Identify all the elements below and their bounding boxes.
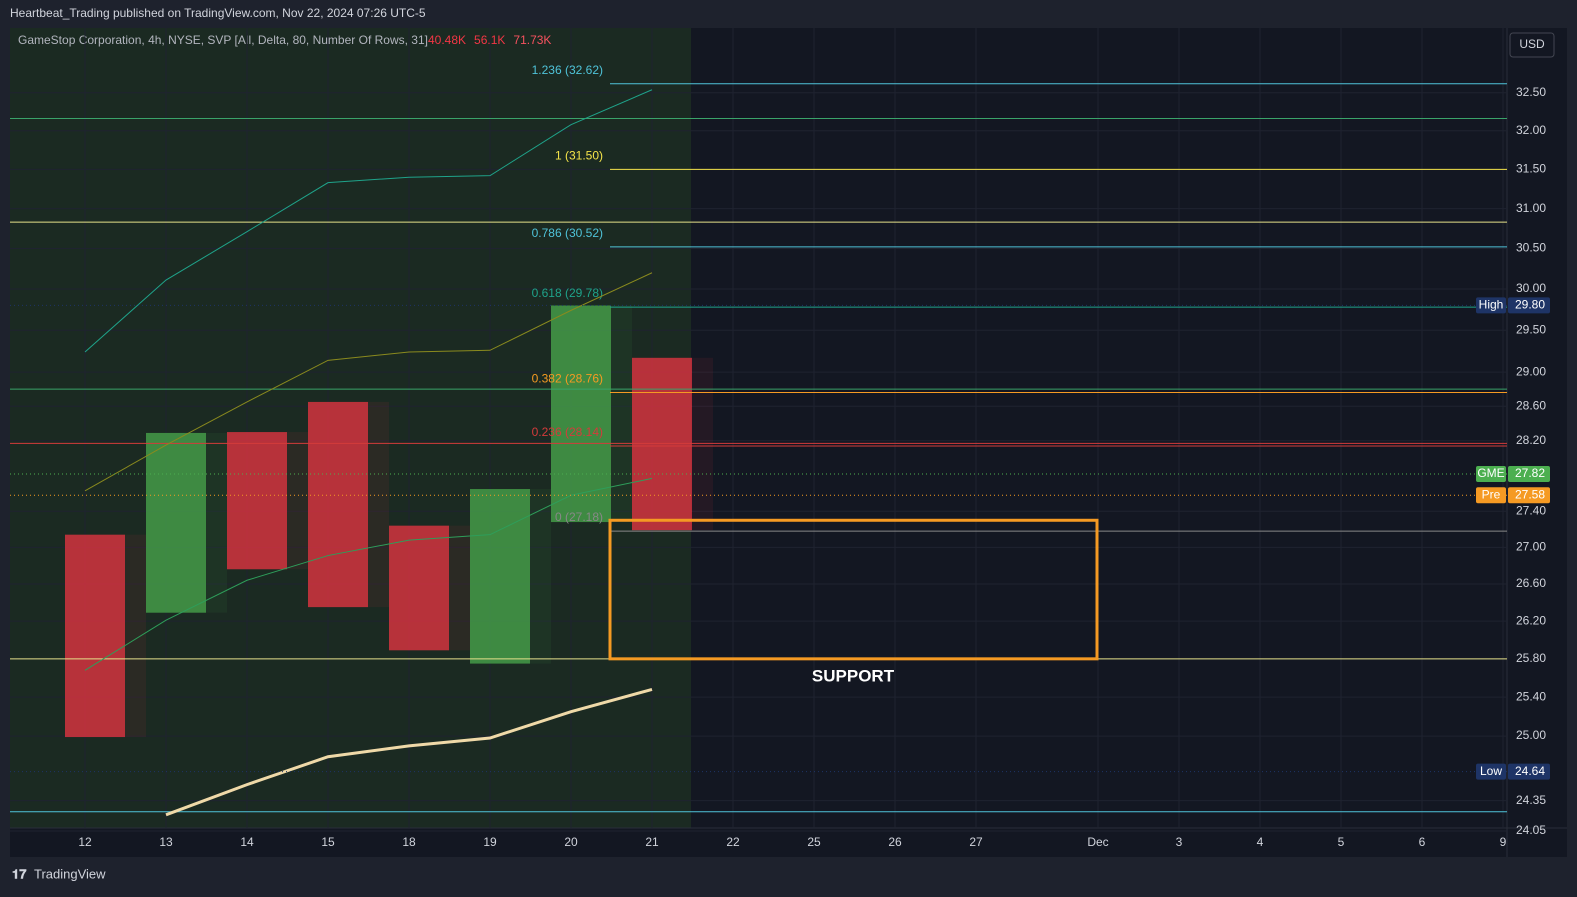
volume-profile (227, 432, 287, 570)
profile-range (227, 432, 308, 570)
y-tick-label: 29.00 (1516, 364, 1546, 378)
profile-range (470, 489, 551, 664)
x-tick-label: 19 (483, 835, 497, 849)
brand-logo: 𝟏𝟕 (12, 866, 27, 881)
profile-range (389, 525, 470, 651)
fib-label: 1.236 (32.62) (532, 63, 603, 77)
x-tick-label: 27 (969, 835, 983, 849)
price-value: 24.64 (1515, 764, 1545, 778)
fib-label: 0.382 (28.76) (532, 372, 603, 386)
y-tick-label: 26.60 (1516, 576, 1546, 590)
x-tick-label: 20 (564, 835, 578, 849)
series-line (84, 272, 653, 492)
x-tick-label: 13 (159, 835, 173, 849)
fib-label: 0 (27.18) (555, 510, 603, 524)
y-tick-label: 30.00 (1516, 281, 1546, 295)
y-tick-label: 30.50 (1516, 241, 1546, 255)
fib-label: 0.618 (29.78) (532, 286, 603, 300)
price-name: Pre (1482, 487, 1501, 501)
x-tick-label: 12 (78, 835, 92, 849)
profile-range (65, 534, 146, 738)
price-value-box (1508, 763, 1550, 780)
x-tick-label: 6 (1419, 835, 1426, 849)
volume-profile (551, 305, 611, 523)
price-name-box (1476, 487, 1506, 504)
x-tick-label: 14 (240, 835, 254, 849)
fib-label: 1 (31.50) (555, 149, 603, 163)
x-tick-label: 22 (726, 835, 740, 849)
price-name: Low (1480, 764, 1502, 778)
price-name-box (1476, 297, 1506, 314)
y-tick-label: 25.80 (1516, 651, 1546, 665)
price-name: High (1479, 298, 1504, 312)
header-value: 71.73K (513, 33, 551, 47)
price-value-box (1508, 487, 1550, 504)
price-name-box (1476, 466, 1506, 483)
y-tick-label: 29.50 (1516, 322, 1546, 336)
y-tick-label: 24.05 (1516, 823, 1546, 837)
profile-range (146, 432, 227, 613)
series-line (84, 89, 653, 353)
y-tick-label: 27.00 (1516, 540, 1546, 554)
y-tick-label: 25.40 (1516, 689, 1546, 703)
support-box (608, 518, 1099, 661)
profile-range (551, 305, 632, 523)
x-tick-label: 9 (1500, 835, 1507, 849)
series-line (84, 477, 653, 671)
price-value: 29.80 (1515, 298, 1545, 312)
price-value-box (1508, 466, 1550, 483)
chart-title: GameStop Corporation, 4h, NYSE, SVP [All… (18, 33, 428, 47)
y-tick-label: 26.20 (1516, 613, 1546, 627)
profile-range (632, 357, 713, 531)
volume-profile (389, 525, 449, 651)
x-tick-label: 5 (1338, 835, 1345, 849)
x-tick-label: 21 (645, 835, 659, 849)
y-tick-label: 28.60 (1516, 398, 1546, 412)
support-label: SUPPORT (812, 666, 895, 685)
volume-profile (146, 432, 206, 613)
currency[interactable]: USD (1519, 37, 1545, 51)
series-line (165, 687, 653, 817)
y-tick-label: 32.50 (1516, 85, 1546, 99)
y-tick-label: 24.35 (1516, 793, 1546, 807)
x-tick-label: 18 (402, 835, 416, 849)
brand: TradingView (34, 866, 106, 881)
y-tick-label: 27.40 (1516, 503, 1546, 517)
y-tick-label: 28.20 (1516, 433, 1546, 447)
currency-box[interactable] (1509, 32, 1555, 58)
price-name-box (1476, 763, 1506, 780)
y-tick-label: 25.00 (1516, 728, 1546, 742)
x-tick-label: 15 (321, 835, 335, 849)
price-name: GME (1477, 466, 1504, 480)
fib-label: 0.236 (28.14) (532, 425, 603, 439)
y-tick-label: 31.00 (1516, 201, 1546, 215)
price-value-box (1508, 297, 1550, 314)
volume-profile (308, 401, 368, 608)
volume-profile (632, 357, 692, 531)
x-tick-label: Dec (1087, 835, 1108, 849)
publisher: Heartbeat_Trading published on TradingVi… (10, 6, 426, 20)
price-value: 27.82 (1515, 466, 1545, 480)
volume-profile (65, 534, 125, 738)
x-tick-label: 26 (888, 835, 902, 849)
x-tick-label: 3 (1176, 835, 1183, 849)
profile-range (308, 401, 389, 608)
y-tick-label: 31.50 (1516, 162, 1546, 176)
volume-profile (470, 489, 530, 664)
fib-label: 0.786 (30.52) (532, 226, 603, 240)
x-tick-label: 25 (807, 835, 821, 849)
header-value: 40.48K (428, 33, 466, 47)
price-value: 27.58 (1515, 487, 1545, 501)
y-tick-label: 32.00 (1516, 123, 1546, 137)
x-tick-label: 4 (1257, 835, 1264, 849)
